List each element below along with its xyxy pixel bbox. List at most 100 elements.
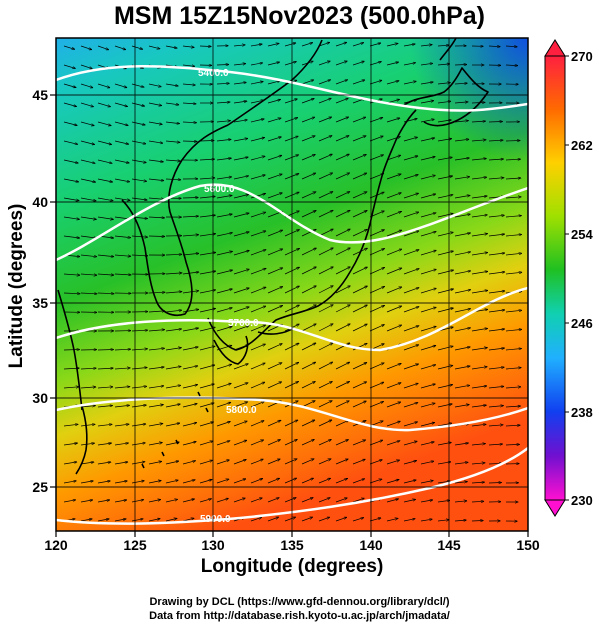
wind-arrow [80, 64, 92, 69]
wind-arrow [165, 179, 181, 180]
wind-arrow [148, 500, 161, 503]
wind-arrow [233, 364, 248, 370]
wind-arrow [420, 519, 432, 522]
wind-arrow [420, 82, 433, 85]
wind-arrow [165, 292, 182, 294]
wind-arrow [335, 173, 350, 180]
contour-label-5800: 5800.0 [226, 405, 257, 416]
wind-arrow [199, 365, 215, 370]
wind-arrow [318, 192, 333, 199]
wind-arrow [420, 442, 434, 446]
wind-arrow [335, 382, 350, 389]
wind-arrow [250, 382, 265, 389]
x-tick-label: 125 [123, 537, 147, 553]
wind-arrow [267, 498, 279, 503]
wind-arrow [437, 500, 450, 503]
wind-arrow [403, 44, 415, 47]
wind-arrow [182, 253, 199, 256]
wind-arrow [114, 45, 126, 50]
wind-arrow [352, 440, 366, 446]
wind-arrow [437, 404, 452, 408]
wind-arrow [335, 248, 350, 256]
wind-arrow [131, 443, 145, 446]
wind-arrow [80, 500, 93, 503]
wind-arrow [403, 250, 419, 256]
wind-arrow [505, 159, 521, 160]
wind-arrow [403, 81, 416, 85]
wind-arrow [318, 517, 330, 522]
wind-arrow [335, 401, 349, 408]
wind-arrow [63, 102, 77, 107]
wind-arrow [148, 424, 163, 427]
wind-arrow [250, 344, 265, 351]
wind-arrow [454, 366, 470, 370]
wind-vectors [63, 42, 522, 522]
wind-arrow [335, 154, 349, 161]
wind-arrow [148, 330, 165, 332]
wind-arrow [505, 406, 521, 407]
wind-arrow [63, 197, 79, 201]
wind-arrow [403, 212, 419, 218]
wind-arrow [80, 197, 96, 201]
wind-arrow [420, 384, 435, 389]
wind-arrow [471, 482, 485, 483]
wind-arrow [301, 154, 315, 161]
wind-arrow [131, 197, 147, 200]
wind-arrow [454, 482, 467, 484]
wind-arrow [114, 121, 128, 125]
wind-arrow [386, 421, 400, 427]
wind-arrow [216, 177, 232, 180]
wind-arrow [216, 158, 231, 161]
wind-arrow [454, 501, 467, 502]
wind-arrow [488, 483, 502, 484]
wind-arrow [420, 250, 436, 256]
wind-arrow [386, 62, 399, 66]
wind-arrow [131, 500, 144, 503]
wind-arrow [284, 118, 298, 123]
wind-arrow [505, 65, 518, 66]
wind-arrow [403, 269, 419, 275]
wind-arrow [216, 308, 232, 313]
wind-arrow [335, 42, 347, 47]
wind-arrow [131, 424, 146, 427]
wind-arrow [403, 326, 419, 332]
wind-arrow [250, 479, 263, 484]
wind-arrow [437, 139, 452, 142]
wind-arrow [488, 253, 505, 256]
wind-arrow [250, 212, 266, 218]
contour-5900 [56, 447, 528, 525]
wind-arrow [250, 138, 265, 142]
wind-arrow [318, 420, 332, 427]
wind-arrow [488, 46, 500, 47]
wind-arrow [403, 288, 419, 294]
wind-arrow [505, 444, 520, 445]
wind-arrow [148, 121, 162, 124]
x-tick-label: 120 [44, 537, 68, 553]
wind-arrow [318, 173, 333, 180]
contour-label-5900: 5900.0 [200, 514, 231, 525]
wind-arrow [233, 440, 247, 446]
wind-arrow [63, 178, 79, 182]
wind-arrow [318, 80, 331, 85]
wind-arrow [63, 443, 78, 446]
wind-arrow [182, 404, 197, 408]
wind-arrow [335, 98, 348, 104]
wind-arrow [505, 197, 521, 198]
wind-arrow [97, 500, 110, 503]
wind-arrow [335, 440, 349, 446]
wind-arrow [505, 178, 521, 179]
wind-arrow [318, 210, 333, 218]
wind-arrow [369, 286, 385, 294]
wind-arrow [505, 368, 521, 370]
wind-arrow [267, 137, 281, 142]
wind-arrow [318, 98, 331, 104]
wind-arrow [199, 178, 215, 179]
wind-arrow [335, 136, 349, 142]
wind-arrow [233, 307, 249, 313]
wind-arrow [437, 251, 453, 256]
wind-arrow [352, 305, 367, 313]
wind-arrow [403, 345, 419, 351]
wind-arrow [318, 61, 330, 66]
wind-arrow [250, 440, 264, 446]
